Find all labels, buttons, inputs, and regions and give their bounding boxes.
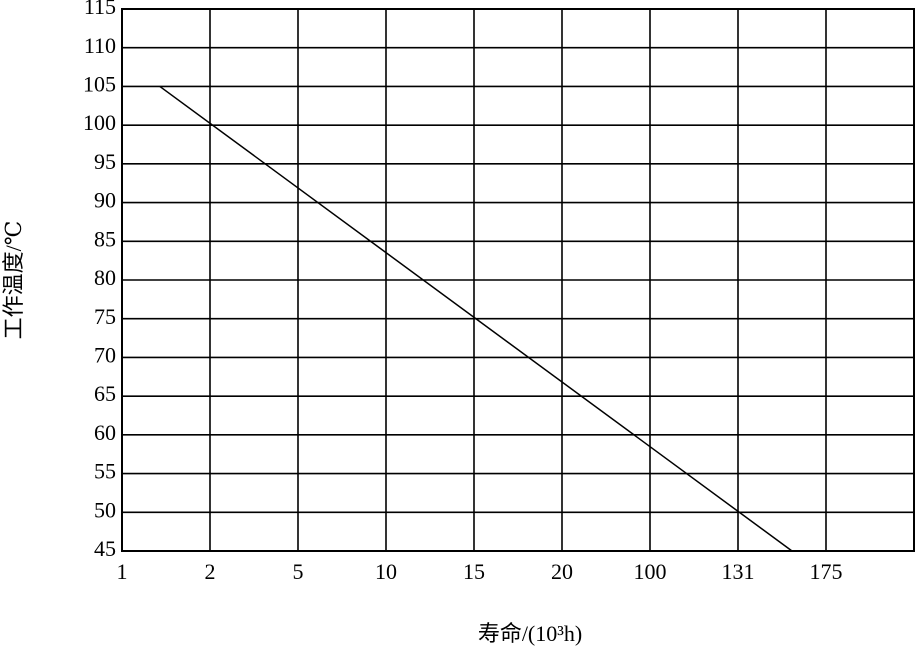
y-tick-label: 55	[94, 459, 116, 484]
y-tick-label: 65	[94, 381, 116, 406]
x-tick-label: 1	[117, 559, 128, 584]
x-tick-label: 100	[634, 559, 667, 584]
y-tick-label: 95	[94, 149, 116, 174]
x-tick-label: 175	[810, 559, 843, 584]
x-tick-label: 131	[722, 559, 755, 584]
plot-frame	[121, 8, 915, 552]
x-tick-label: 20	[551, 559, 573, 584]
y-tick-label: 115	[84, 0, 116, 19]
y-tick-label: 45	[94, 536, 116, 561]
x-tick-label: 10	[375, 559, 397, 584]
y-tick-label: 105	[83, 71, 116, 96]
x-tick-label: 5	[293, 559, 304, 584]
y-tick-label: 75	[94, 304, 116, 329]
y-tick-label: 85	[94, 226, 116, 251]
y-tick-label: 60	[94, 420, 116, 445]
y-tick-label: 100	[83, 110, 116, 135]
y-tick-label: 50	[94, 497, 116, 522]
x-tick-label: 15	[463, 559, 485, 584]
y-tick-label: 70	[94, 342, 116, 367]
data-line	[159, 85, 793, 552]
y-tick-label: 80	[94, 265, 116, 290]
y-tick-label: 90	[94, 188, 116, 213]
x-axis-label: 寿命/(10³h)	[478, 621, 582, 646]
x-tick-label: 2	[205, 559, 216, 584]
y-axis-label: 工作温度/℃	[1, 221, 26, 340]
y-tick-label: 110	[84, 33, 116, 58]
